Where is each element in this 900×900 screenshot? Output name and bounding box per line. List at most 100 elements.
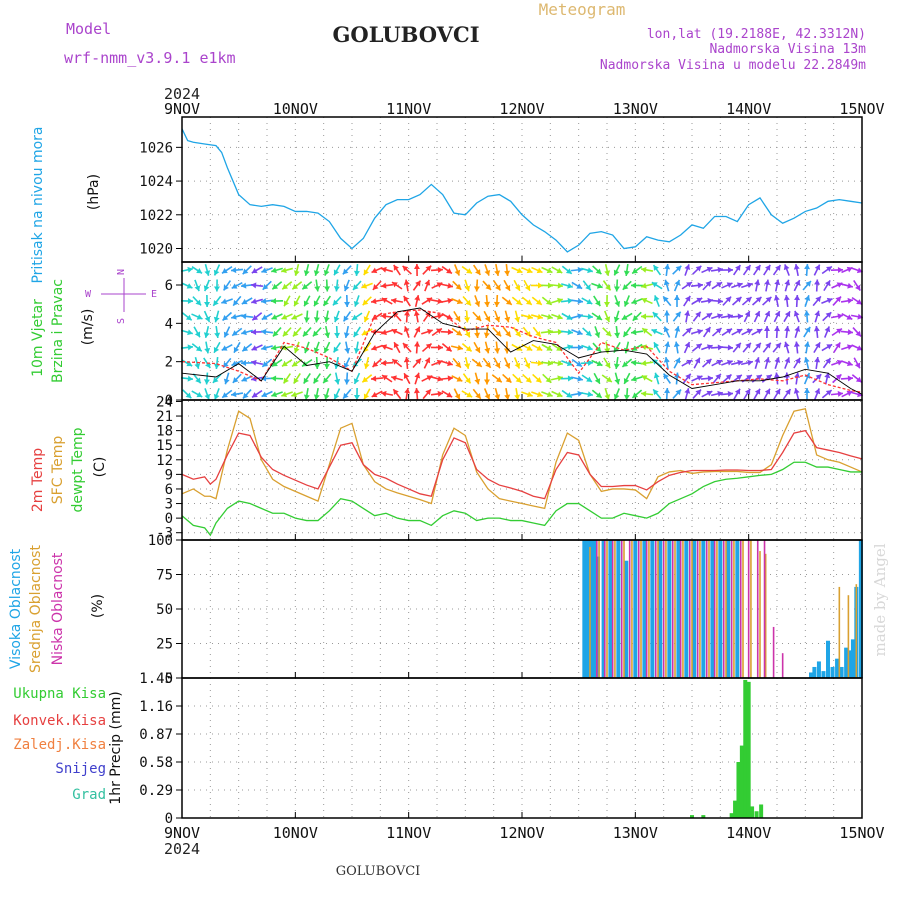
wind-arrow: [381, 344, 393, 351]
total-precip-bar: [754, 811, 759, 818]
wind-arrow: [684, 310, 691, 323]
wind-ylabel: 10m Vjetar: [30, 299, 46, 377]
wind-arrow: [241, 297, 253, 305]
wind-arrow: [622, 326, 632, 338]
wind-ylabel2: Brzina i Pravac: [50, 279, 66, 383]
wind-arrow-head: [233, 346, 240, 353]
wind-arrow-head: [546, 267, 553, 274]
wind-arrow-head: [737, 359, 743, 366]
wind-arrow-head: [632, 392, 639, 398]
conv-precip-legend: Konvek.Kisa: [13, 713, 106, 729]
wind-arrow-head: [835, 296, 842, 303]
wind-arrow: [831, 327, 843, 337]
wind-arrow: [462, 295, 472, 307]
bottom-date-label: 13NOV: [613, 824, 658, 842]
wind-arrow-head: [707, 297, 713, 304]
wind-arrow: [301, 358, 313, 368]
wind-arrow: [204, 341, 211, 354]
wind-arrow-head: [535, 330, 541, 337]
wind-arrow: [504, 387, 511, 401]
wind-arrow: [700, 375, 714, 382]
wind-arrow: [221, 298, 233, 305]
wind-arrow-head: [595, 268, 602, 275]
wind-arrow-head: [586, 298, 593, 305]
wind-arrow-head: [745, 342, 751, 349]
wind-arrow-head: [505, 330, 511, 337]
wind-arrow: [391, 328, 403, 336]
wind-arrow-head: [363, 269, 370, 276]
wind-arrow: [621, 312, 633, 321]
pressure-ylabel: Pritisak na nivou mora: [30, 126, 46, 283]
wind-arrow: [730, 359, 744, 366]
wind-arrow-head: [363, 393, 370, 400]
wind-arrow-head: [764, 388, 771, 395]
wind-arrow-head: [577, 298, 583, 305]
y-tick-label: 15: [156, 438, 173, 454]
wind-arrow-head: [653, 342, 660, 349]
wind-arrow: [440, 282, 454, 289]
wind-arrow: [742, 342, 752, 353]
wind-arrow-head: [403, 357, 410, 363]
wind-arrow-head: [663, 357, 670, 363]
wind-arrow: [303, 387, 310, 401]
y-tick-label: 6: [165, 482, 173, 498]
wind-arrow: [213, 388, 220, 400]
y-tick-label: 21: [156, 409, 173, 425]
wind-arrow: [181, 312, 193, 321]
wind-arrow-head: [272, 361, 278, 367]
wind-arrow-head: [242, 345, 249, 352]
wind-arrow-head: [856, 345, 863, 351]
wind-arrow-head: [352, 314, 358, 320]
wind-arrow-head: [371, 267, 378, 274]
wind-arrow-head: [547, 360, 553, 367]
wind-arrow: [731, 374, 743, 383]
wind-arrow-head: [566, 392, 572, 398]
wind-arrow-head: [705, 358, 712, 365]
wind-arrow: [691, 343, 703, 352]
wind-arrow: [521, 266, 533, 274]
wind-arrow: [371, 390, 383, 398]
wind-arrow: [461, 265, 473, 275]
wind-arrow-head: [525, 376, 532, 383]
y-tick-label: 9: [165, 467, 173, 483]
wind-arrow: [473, 341, 481, 354]
wind-arrow: [412, 357, 422, 369]
wind-arrow-head: [194, 331, 201, 338]
wind-arrow: [342, 388, 352, 400]
wind-arrow-head: [223, 361, 229, 368]
wind-arrow: [391, 358, 403, 368]
wind-arrow: [281, 391, 293, 398]
wind-arrow: [772, 342, 782, 353]
wind-arrow: [821, 389, 833, 399]
wind-arrow-head: [686, 359, 693, 366]
wind-arrow: [333, 279, 340, 292]
wind-arrow: [261, 267, 273, 274]
wind-arrow: [391, 375, 403, 382]
wind-arrow: [422, 388, 432, 400]
wind-arrow: [851, 267, 863, 274]
wind-arrow: [852, 327, 862, 337]
wind-arrow: [793, 310, 800, 323]
wind-arrow-head: [403, 373, 410, 380]
wind-arrow-head: [363, 316, 370, 323]
wind-arrow-head: [333, 269, 340, 276]
wind-arrow-head: [717, 266, 723, 273]
wind-arrow-head: [222, 314, 229, 321]
wind-arrow: [692, 265, 702, 275]
wind-arrow: [623, 263, 630, 277]
wind-arrow-head: [303, 347, 310, 354]
wind-arrow: [461, 390, 473, 398]
wind-arrow-head: [814, 342, 821, 349]
wind-arrow: [582, 280, 592, 291]
wind-arrow: [523, 279, 531, 292]
wind-arrow: [370, 328, 384, 335]
wind-arrow: [272, 327, 282, 337]
wind-arrow-head: [614, 332, 621, 338]
wind-arrow: [472, 388, 482, 400]
wind-arrow: [754, 357, 761, 369]
wind-arrow: [662, 295, 672, 307]
wind-arrow-head: [764, 326, 771, 332]
wind-arrow: [752, 264, 762, 276]
wind-arrow-head: [281, 314, 288, 320]
high-cloud-bar: [821, 671, 826, 678]
